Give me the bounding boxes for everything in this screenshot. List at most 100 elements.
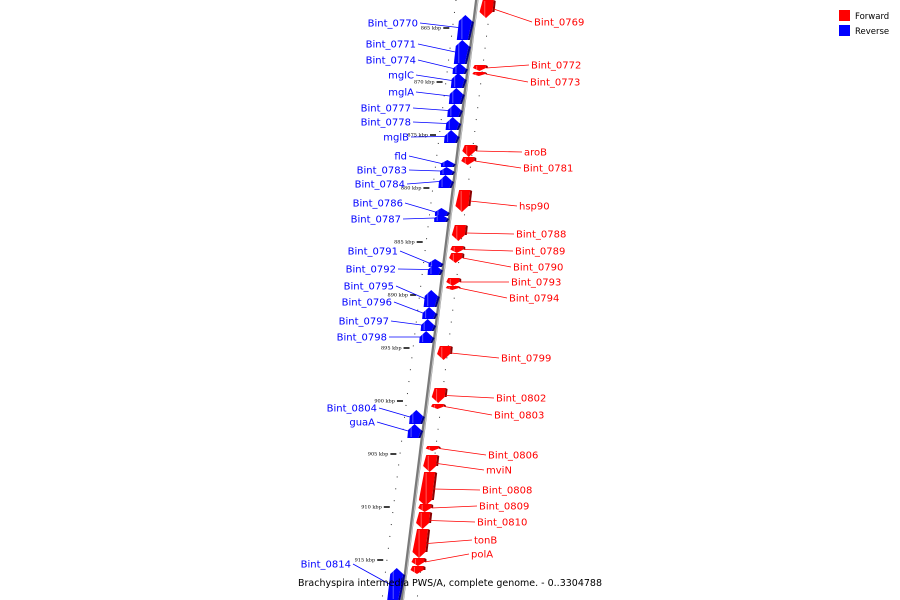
gene-label[interactable]: hsp90 xyxy=(519,202,550,213)
reverse-gene-arrow[interactable] xyxy=(445,117,460,130)
gene-label[interactable]: Bint_0802 xyxy=(496,394,546,405)
gene-label[interactable]: Bint_0809 xyxy=(479,502,529,513)
gene-mglC[interactable]: mglC xyxy=(388,71,467,89)
gene-Bint_0771[interactable]: Bint_0771 xyxy=(366,40,471,65)
reverse-gene-arrow[interactable] xyxy=(427,264,441,275)
gene-label[interactable]: Bint_0781 xyxy=(523,164,573,175)
gene-Bint_0778[interactable]: Bint_0778 xyxy=(361,117,462,130)
gene-Bint_0792[interactable]: Bint_0792 xyxy=(346,264,443,276)
reverse-gene-arrow[interactable] xyxy=(438,175,453,188)
forward-gene-arrow[interactable] xyxy=(462,145,476,157)
gene-Bint_0770[interactable]: Bint_0770 xyxy=(368,15,474,40)
reverse-gene-arrow[interactable] xyxy=(452,63,466,74)
gene-label[interactable]: Bint_0804 xyxy=(327,404,377,415)
forward-gene-arrow[interactable] xyxy=(445,286,459,290)
gene-Bint_0814[interactable]: Bint_0814 xyxy=(301,560,406,600)
gene-label[interactable]: Bint_0797 xyxy=(339,317,389,328)
gene-label[interactable]: Bint_0769 xyxy=(534,18,584,29)
gene-label[interactable]: Bint_0786 xyxy=(353,199,403,210)
gene-Bint_0799[interactable]: Bint_0799 xyxy=(437,346,551,365)
gene-label[interactable]: Bint_0777 xyxy=(361,104,411,115)
gene-label[interactable]: Bint_0808 xyxy=(482,486,532,497)
gene-Bint_0786[interactable]: Bint_0786 xyxy=(353,199,450,217)
gene-polA[interactable]: polA xyxy=(411,550,493,567)
gene-mviN[interactable]: mviN xyxy=(423,455,512,477)
forward-gene-arrow[interactable] xyxy=(431,388,446,403)
gene-Bint_0769[interactable]: Bint_0769 xyxy=(479,0,585,29)
forward-gene-arrow[interactable] xyxy=(437,346,451,360)
gene-label[interactable]: Bint_0799 xyxy=(501,354,551,365)
forward-gene-arrow[interactable] xyxy=(412,529,429,558)
forward-gene-arrow[interactable] xyxy=(418,504,432,512)
gene-aroB[interactable]: aroB xyxy=(462,145,547,159)
gene-label[interactable]: guaA xyxy=(349,418,375,429)
reverse-gene-arrow[interactable] xyxy=(456,15,472,40)
forward-gene-arrow[interactable] xyxy=(479,0,494,18)
gene-unlabeled[interactable] xyxy=(410,566,426,574)
gene-fld[interactable]: fld xyxy=(394,152,456,168)
gene-label[interactable]: mviN xyxy=(486,466,512,477)
gene-Bint_0788[interactable]: Bint_0788 xyxy=(451,225,567,241)
forward-gene-arrow[interactable] xyxy=(425,446,439,451)
reverse-gene-arrow[interactable] xyxy=(440,160,454,167)
gene-Bint_0794[interactable]: Bint_0794 xyxy=(445,286,560,305)
gene-label[interactable]: mglA xyxy=(388,88,414,99)
gene-label[interactable]: mglB xyxy=(383,133,409,144)
gene-label[interactable]: fld xyxy=(394,152,407,163)
gene-guaA[interactable]: guaA xyxy=(349,418,424,439)
gene-Bint_0808[interactable]: Bint_0808 xyxy=(418,472,532,506)
gene-Bint_0795[interactable]: Bint_0795 xyxy=(344,282,440,308)
gene-label[interactable]: Bint_0789 xyxy=(515,247,565,258)
forward-gene-arrow[interactable] xyxy=(411,558,425,566)
forward-gene-arrow[interactable] xyxy=(410,566,424,574)
forward-gene-arrow[interactable] xyxy=(446,278,460,286)
gene-label[interactable]: Bint_0771 xyxy=(366,40,416,51)
gene-label[interactable]: Bint_0772 xyxy=(531,61,581,72)
reverse-gene-arrow[interactable] xyxy=(450,73,465,88)
forward-gene-arrow[interactable] xyxy=(461,157,475,165)
gene-label[interactable]: Bint_0803 xyxy=(494,411,544,422)
gene-tonB[interactable]: tonB xyxy=(412,529,497,558)
reverse-gene-arrow[interactable] xyxy=(434,208,448,216)
forward-gene-arrow[interactable] xyxy=(418,472,436,506)
forward-gene-arrow[interactable] xyxy=(472,72,486,76)
reverse-gene-arrow[interactable] xyxy=(447,104,461,117)
gene-label[interactable]: polA xyxy=(471,550,493,561)
gene-label[interactable]: Bint_0810 xyxy=(477,518,527,529)
gene-label[interactable]: Bint_0814 xyxy=(301,560,351,571)
gene-Bint_0789[interactable]: Bint_0789 xyxy=(450,246,565,258)
gene-Bint_0781[interactable]: Bint_0781 xyxy=(461,157,573,175)
reverse-gene-arrow[interactable] xyxy=(407,424,422,438)
reverse-gene-arrow[interactable] xyxy=(434,214,448,222)
gene-label[interactable]: Bint_0774 xyxy=(366,56,416,67)
gene-label[interactable]: Bint_0792 xyxy=(346,265,396,276)
gene-label[interactable]: Bint_0796 xyxy=(342,298,392,309)
gene-Bint_0806[interactable]: Bint_0806 xyxy=(425,446,539,462)
forward-gene-arrow[interactable] xyxy=(450,246,464,253)
forward-gene-arrow[interactable] xyxy=(455,190,471,212)
gene-Bint_0798[interactable]: Bint_0798 xyxy=(337,331,435,344)
gene-label[interactable]: Bint_0778 xyxy=(361,118,411,129)
gene-Bint_0787[interactable]: Bint_0787 xyxy=(351,214,450,226)
gene-Bint_0777[interactable]: Bint_0777 xyxy=(361,104,463,118)
forward-gene-arrow[interactable] xyxy=(416,512,431,529)
gene-label[interactable]: Bint_0806 xyxy=(488,451,538,462)
gene-mglB[interactable]: mglB xyxy=(383,130,460,144)
gene-Bint_0797[interactable]: Bint_0797 xyxy=(339,317,437,332)
gene-Bint_0791[interactable]: Bint_0791 xyxy=(348,247,444,268)
gene-Bint_0804[interactable]: Bint_0804 xyxy=(327,404,425,425)
forward-gene-arrow[interactable] xyxy=(423,455,438,472)
forward-gene-arrow[interactable] xyxy=(472,65,486,71)
gene-Bint_0772[interactable]: Bint_0772 xyxy=(472,61,581,72)
reverse-gene-arrow[interactable] xyxy=(428,259,442,267)
gene-label[interactable]: Bint_0794 xyxy=(509,294,559,305)
gene-Bint_0802[interactable]: Bint_0802 xyxy=(431,388,547,405)
reverse-gene-arrow[interactable] xyxy=(448,88,463,104)
gene-Bint_0803[interactable]: Bint_0803 xyxy=(430,404,544,422)
gene-Bint_0773[interactable]: Bint_0773 xyxy=(472,72,580,89)
reverse-gene-arrow[interactable] xyxy=(420,319,435,331)
reverse-gene-arrow[interactable] xyxy=(453,40,469,64)
gene-label[interactable]: Bint_0770 xyxy=(368,19,418,30)
gene-hsp90[interactable]: hsp90 xyxy=(455,190,550,213)
gene-Bint_0810[interactable]: Bint_0810 xyxy=(416,512,527,529)
